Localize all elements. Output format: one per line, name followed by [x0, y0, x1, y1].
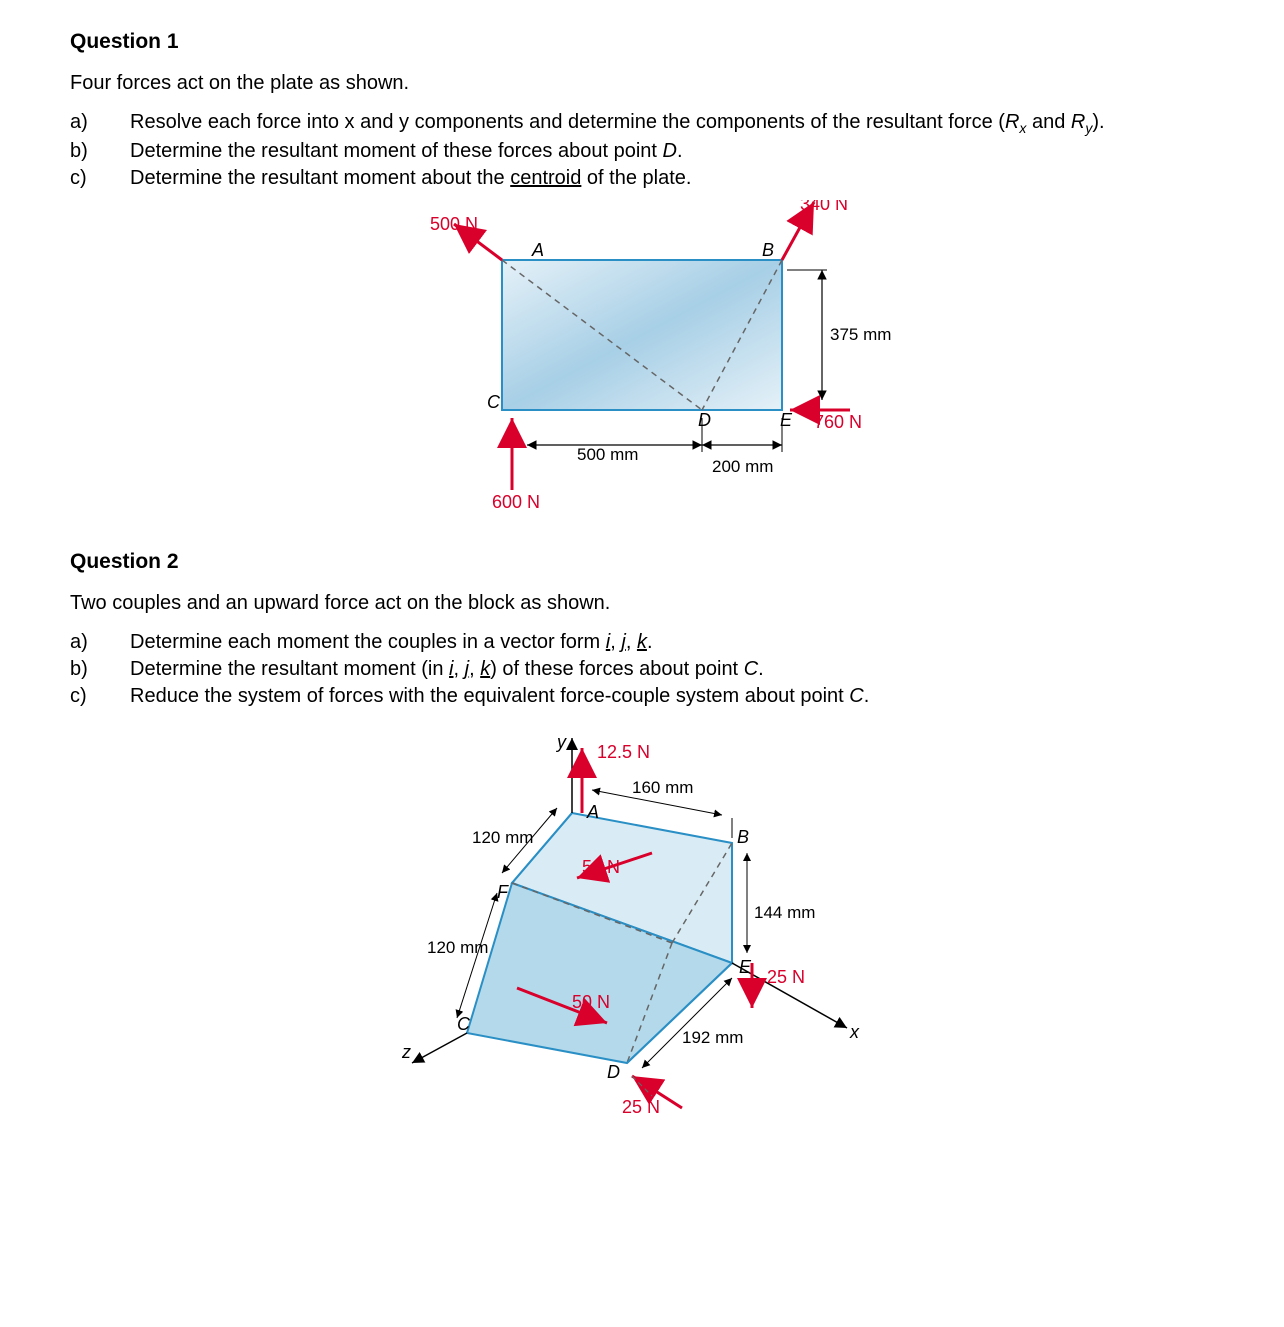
label-C: C — [487, 392, 501, 412]
dim-375mm: 375 mm — [830, 325, 891, 344]
q1-part-b: b) Determine the resultant moment of the… — [70, 140, 1214, 163]
label-D: D — [607, 1062, 620, 1082]
part-label: c) — [70, 167, 130, 190]
part-text: Determine the resultant moment (in i, j,… — [130, 658, 764, 681]
axis-z: z — [401, 1042, 411, 1062]
axis-y: y — [555, 732, 567, 752]
part-text: Resolve each force into x and y componen… — [130, 111, 1105, 136]
q2-heading: Question 2 — [70, 550, 1214, 574]
q1-part-a: a) Resolve each force into x and y compo… — [70, 111, 1214, 136]
label-B: B — [762, 240, 774, 260]
part-label: a) — [70, 631, 130, 654]
part-text: Reduce the system of forces with the equ… — [130, 685, 869, 708]
force-25a: 25 N — [767, 967, 805, 987]
q1-part-c: c) Determine the resultant moment about … — [70, 167, 1214, 190]
q1-heading: Question 1 — [70, 30, 1214, 54]
q2-parts: a) Determine each moment the couples in … — [70, 631, 1214, 708]
part-text: Determine each moment the couples in a v… — [130, 631, 653, 654]
part-label: c) — [70, 685, 130, 708]
q2-part-b: b) Determine the resultant moment (in i,… — [70, 658, 1214, 681]
force-50a: 50 N — [582, 857, 620, 877]
dim-200mm: 200 mm — [712, 457, 773, 476]
force-500: 500 N — [430, 214, 478, 234]
q2-figure: y x z 12.5 N 50 N 50 N 25 N 25 N A B C D… — [382, 718, 902, 1118]
force-340: 340 N — [800, 200, 848, 214]
q1-parts: a) Resolve each force into x and y compo… — [70, 111, 1214, 190]
force-12-5: 12.5 N — [597, 742, 650, 762]
label-C: C — [457, 1014, 471, 1034]
part-text: Determine the resultant moment of these … — [130, 140, 683, 163]
q2-part-a: a) Determine each moment the couples in … — [70, 631, 1214, 654]
dim-144: 144 mm — [754, 903, 815, 922]
q2-part-c: c) Reduce the system of forces with the … — [70, 685, 1214, 708]
part-label: a) — [70, 111, 130, 136]
part-text: Determine the resultant moment about the… — [130, 167, 691, 190]
axis-x: x — [849, 1022, 860, 1042]
part-label: b) — [70, 658, 130, 681]
part-label: b) — [70, 140, 130, 163]
label-A: A — [586, 802, 599, 822]
dim-192: 192 mm — [682, 1028, 743, 1047]
dim-120b: 120 mm — [427, 938, 488, 957]
label-B: B — [737, 827, 749, 847]
force-25b: 25 N — [622, 1097, 660, 1117]
force-760: 760 N — [814, 412, 862, 432]
dim-120a: 120 mm — [472, 828, 533, 847]
force-600: 600 N — [492, 492, 540, 512]
label-E: E — [739, 957, 752, 977]
q2-intro: Two couples and an upward force act on t… — [70, 592, 1214, 615]
dim-160: 160 mm — [632, 778, 693, 797]
force-50b: 50 N — [572, 992, 610, 1012]
q1-figure: 500 N 340 N 600 N 760 N A B C D E 500 mm… — [382, 200, 902, 520]
label-A: A — [531, 240, 544, 260]
label-F: F — [497, 882, 509, 902]
dim-500mm: 500 mm — [577, 445, 638, 464]
q1-intro: Four forces act on the plate as shown. — [70, 72, 1214, 95]
label-D: D — [698, 410, 711, 430]
